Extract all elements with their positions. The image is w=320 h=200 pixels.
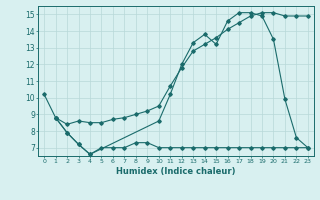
X-axis label: Humidex (Indice chaleur): Humidex (Indice chaleur) (116, 167, 236, 176)
